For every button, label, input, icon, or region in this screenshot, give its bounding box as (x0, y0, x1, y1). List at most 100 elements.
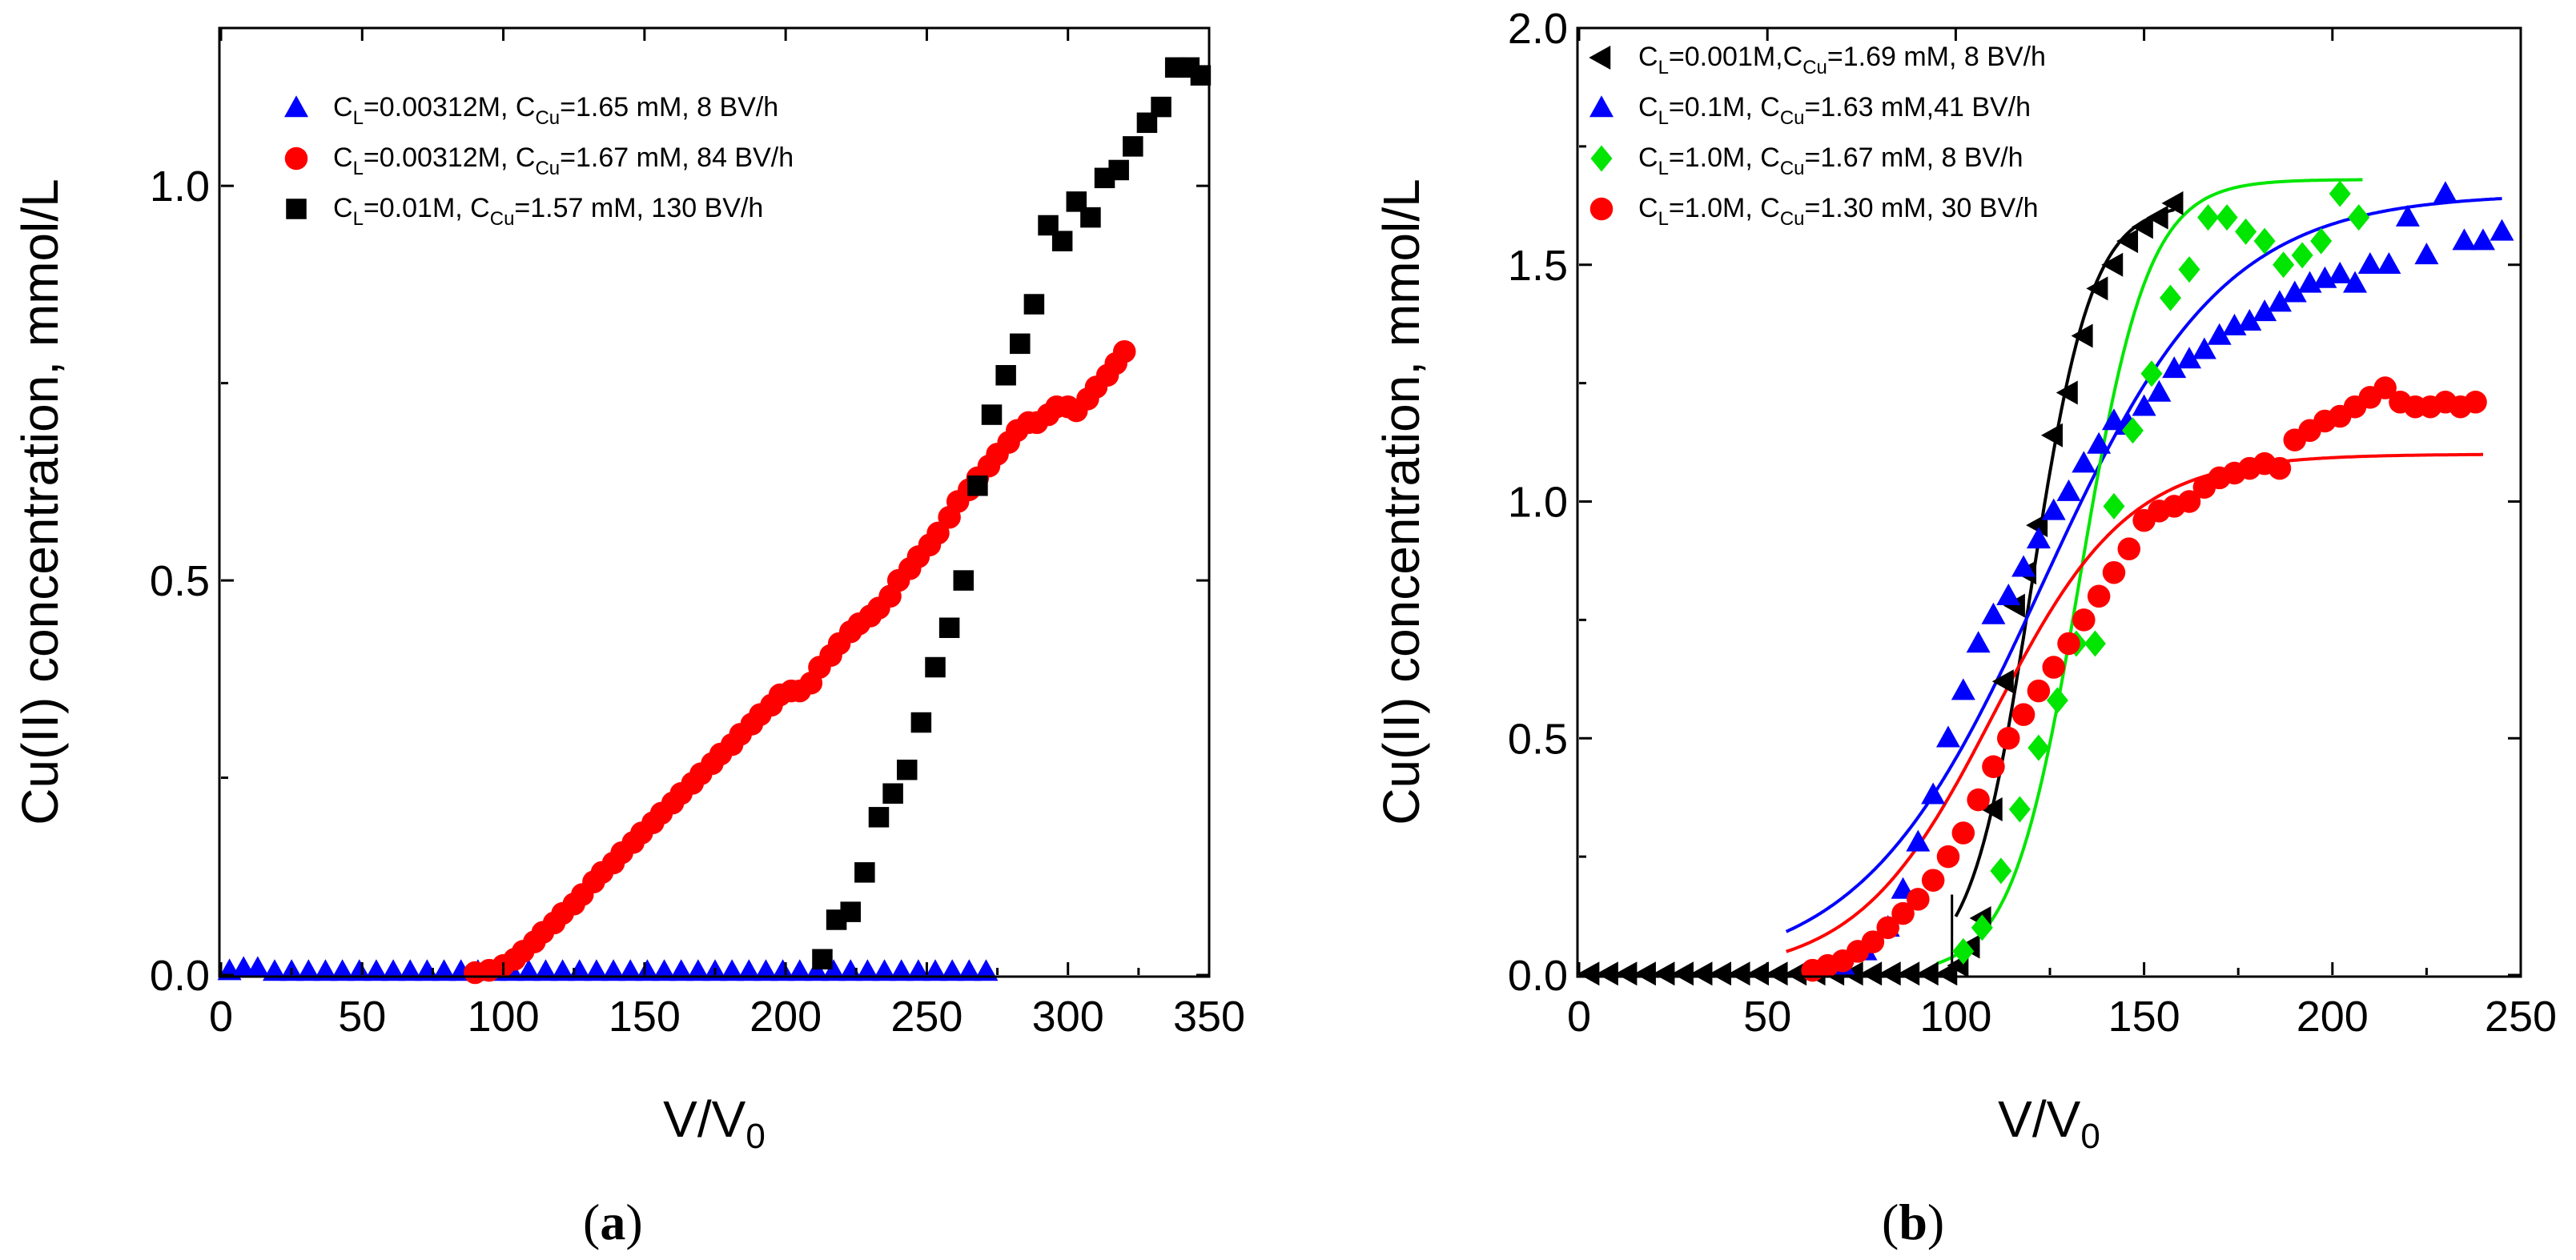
legend-marker (1589, 197, 1614, 221)
x-tick-label: 150 (2108, 993, 2180, 1041)
data-point (2087, 584, 2111, 608)
data-point (981, 404, 1003, 425)
legend-marker (1589, 46, 1611, 70)
legend-marker (1589, 95, 1614, 118)
data-point (1982, 755, 2005, 778)
data-point (953, 570, 975, 591)
data-point (854, 862, 875, 883)
data-point (2452, 228, 2477, 251)
data-point (925, 656, 946, 678)
data-point (2072, 608, 2096, 632)
data-point (2027, 734, 2050, 761)
chart-a-ylabel: Cu(II) concentration, mmol/L (11, 179, 69, 825)
data-point (1898, 961, 1920, 986)
data-point (1996, 584, 2021, 606)
chart-b-marks (1577, 180, 2514, 986)
data-point (1967, 788, 1990, 812)
data-point (967, 476, 988, 496)
data-point (1747, 961, 1770, 986)
data-point (2008, 796, 2031, 823)
data-point (2086, 276, 2108, 301)
data-point (2192, 337, 2216, 359)
data-point (2102, 560, 2126, 584)
data-point (2373, 376, 2397, 399)
data-point (1936, 845, 1960, 869)
data-point (2103, 492, 2125, 520)
x-tick-label: 50 (338, 993, 386, 1041)
x-tick-label: 200 (2297, 993, 2369, 1041)
data-point (2237, 308, 2262, 331)
x-tick-label: 200 (749, 993, 822, 1041)
x-tick-label: 0 (209, 993, 233, 1041)
data-point (2072, 451, 2096, 473)
x-tick-label: 250 (2485, 993, 2557, 1041)
data-point (2273, 251, 2295, 279)
legend-entry: CL=0.00312M, CCu=1.67 mM, 84 BV/h (333, 142, 794, 179)
data-point (2116, 229, 2139, 254)
data-point (2041, 498, 2066, 520)
data-point (1080, 207, 1101, 228)
data-point (2117, 537, 2141, 560)
data-point (2057, 632, 2080, 656)
data-point (1906, 829, 1931, 852)
data-point (1891, 901, 1915, 925)
data-point (1671, 961, 1694, 986)
data-point (1023, 294, 1045, 315)
y-tick-label: 2.0 (1508, 5, 1568, 53)
data-point (2291, 242, 2313, 269)
chart-b-ylabel: Cu(II) concentration, mmol/L (1372, 179, 1430, 825)
data-point (1728, 961, 1750, 986)
fit-red (1786, 452, 2483, 953)
data-point (1951, 821, 1975, 845)
data-point (2329, 180, 2351, 207)
data-point (2003, 593, 2025, 618)
y-tick-label: 0.5 (150, 557, 210, 605)
data-point (1634, 961, 1656, 986)
data-point (2464, 391, 2487, 414)
chart-b-legend: CL=0.001M,CCu=1.69 mM, 8 BV/h CL=0.1M, CC… (1589, 42, 2046, 230)
data-point (2132, 394, 2156, 416)
legend-entry: CL=0.01M, CCu=1.57 mM, 130 BV/h (333, 193, 763, 230)
legend-entry: CL=1.0M, CCu=1.67 mM, 8 BV/h (1638, 142, 2023, 179)
data-point (1876, 916, 1899, 940)
y-tick-label: 1.5 (1508, 242, 1568, 290)
data-point (1990, 857, 2012, 885)
data-point (245, 956, 270, 978)
data-point (2490, 219, 2514, 241)
data-point (2177, 347, 2202, 369)
y-tick-label: 1.0 (1508, 479, 1568, 527)
legend-entry: CL=0.001M,CCu=1.69 mM, 8 BV/h (1638, 42, 2046, 78)
data-point (1112, 339, 1136, 363)
data-point (1971, 914, 1993, 941)
data-point (1966, 631, 1991, 653)
x-tick-label: 300 (1032, 993, 1104, 1041)
data-point (2011, 703, 2035, 726)
data-point (1596, 961, 1618, 986)
data-point (2101, 408, 2126, 431)
legend-marker (286, 199, 307, 219)
data-point (2395, 204, 2420, 227)
data-point (1991, 669, 2014, 694)
series-4-points (1801, 376, 2487, 982)
data-point (2026, 527, 2051, 549)
data-point (2235, 218, 2257, 245)
data-point (2282, 280, 2307, 303)
data-point (1916, 961, 1939, 986)
data-point (1190, 65, 1212, 86)
data-point (1615, 961, 1638, 986)
data-point (1051, 231, 1073, 251)
chart-b-fit-curves (1785, 178, 2502, 975)
data-point (1935, 725, 1960, 748)
y-tick-label: 0.0 (150, 952, 210, 1000)
data-point (1879, 961, 1901, 986)
data-point (2042, 656, 2065, 679)
fit-green (1936, 178, 2363, 965)
data-point (2207, 323, 2232, 345)
data-point (1123, 136, 1143, 157)
panel-label-b: (b) (1882, 1194, 1944, 1250)
data-point (938, 617, 960, 638)
data-point (2087, 431, 2112, 454)
data-point (1577, 961, 1600, 986)
legend-marker (1590, 145, 1613, 172)
